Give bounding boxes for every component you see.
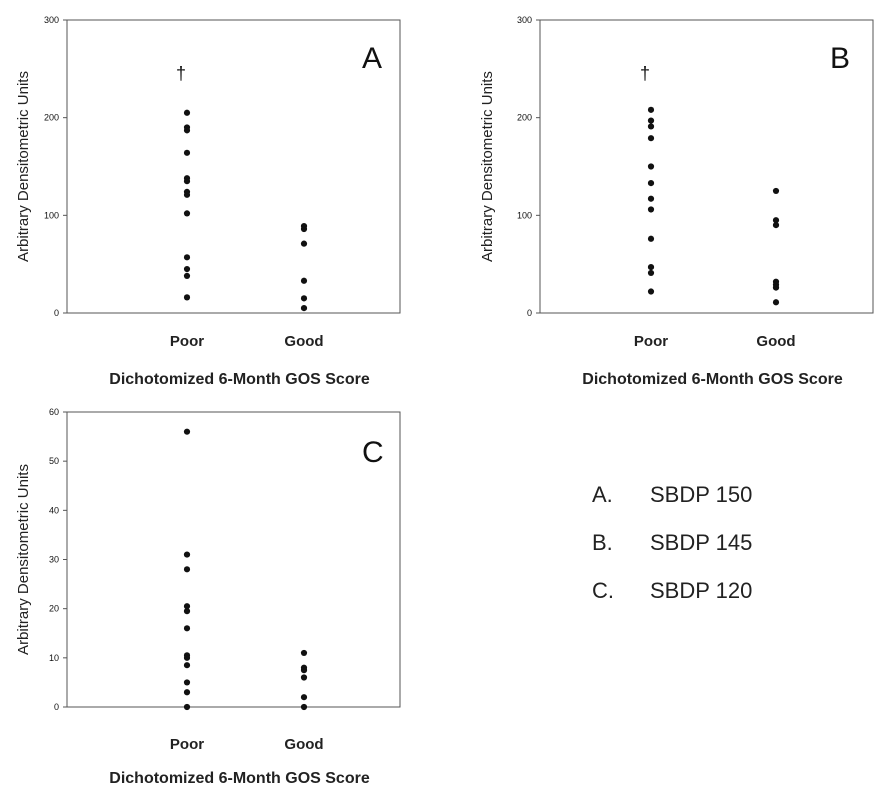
data-point-good — [772, 284, 780, 291]
data-point-poor — [647, 206, 655, 213]
y-tick-label: 20 — [49, 604, 59, 614]
data-point-poor — [647, 269, 655, 277]
y-tick-label: 200 — [517, 113, 532, 123]
data-point-good — [772, 187, 780, 195]
data-point-poor — [183, 662, 191, 669]
data-point-good — [300, 277, 308, 284]
data-point-poor — [183, 254, 191, 261]
data-point-poor — [183, 265, 191, 273]
data-point-good — [772, 222, 780, 229]
data-point-poor — [183, 127, 191, 134]
data-point-poor — [647, 106, 655, 113]
y-tick-label: 100 — [44, 210, 59, 220]
data-point-poor — [183, 703, 191, 711]
data-point-good — [300, 703, 308, 711]
plot-frame — [66, 411, 401, 708]
data-point-poor — [183, 566, 191, 573]
data-point-good — [300, 694, 308, 701]
data-point-poor — [647, 235, 655, 242]
data-point-poor — [183, 689, 191, 696]
y-tick-label: 0 — [54, 702, 59, 712]
data-point-poor — [183, 428, 191, 435]
data-point-poor — [183, 149, 191, 156]
data-point-poor — [647, 117, 655, 124]
legend-letter-b: B. — [592, 530, 613, 555]
data-point-good — [300, 674, 308, 681]
panel-a: 0 100 200 300 Arbitrary Densitometric Units P… — [15, 15, 401, 388]
y-axis-label: Arbitrary Densitometric Units — [15, 464, 32, 655]
data-point-poor — [647, 288, 655, 295]
x-axis-label: Dichotomized 6-Month GOS Score — [109, 770, 370, 787]
legend-label-a: SBDP 150 — [650, 482, 752, 507]
panel-letter: A — [362, 42, 382, 75]
panel-letter: B — [830, 42, 850, 75]
x-axis-label: Dichotomized 6-Month GOS Score — [109, 371, 370, 388]
significance-dagger: † — [176, 64, 186, 84]
data-point-poor — [183, 551, 191, 558]
data-point-poor — [183, 294, 191, 301]
y-tick-label: 40 — [49, 505, 59, 515]
data-point-poor — [183, 210, 191, 217]
category-label: Good — [284, 333, 323, 350]
legend-label-b: SBDP 145 — [650, 530, 752, 555]
category-label: Poor — [634, 333, 668, 350]
data-point-poor — [183, 109, 191, 116]
data-point-good — [300, 225, 308, 233]
category-label: Poor — [170, 736, 204, 753]
data-point-good — [300, 305, 308, 312]
plot-frame — [66, 19, 401, 314]
legend-letter-a: A. — [592, 482, 613, 507]
data-point-poor — [183, 272, 191, 279]
data-point-poor — [647, 263, 655, 271]
data-point-poor — [183, 608, 191, 615]
data-point-good — [772, 217, 780, 224]
category-label: Good — [756, 333, 795, 350]
data-point-poor — [647, 195, 655, 202]
y-tick-label: 10 — [49, 653, 59, 663]
y-tick-label: 0 — [54, 308, 59, 318]
y-tick-label: 100 — [517, 210, 532, 220]
data-point-good — [300, 649, 308, 657]
data-point-poor — [183, 178, 191, 185]
data-point-poor — [647, 135, 655, 142]
data-point-poor — [183, 654, 191, 661]
data-point-good — [300, 240, 308, 247]
legend-label-c: SBDP 120 — [650, 578, 752, 603]
y-tick-label: 30 — [49, 555, 59, 565]
data-point-poor — [647, 163, 655, 170]
data-point-good — [772, 299, 780, 306]
data-point-poor — [183, 191, 191, 198]
data-point-poor — [183, 625, 191, 632]
y-tick-label: 200 — [44, 113, 59, 123]
category-label: Good — [284, 736, 323, 753]
data-point-good — [300, 667, 308, 674]
data-point-poor — [183, 679, 191, 686]
data-point-poor — [647, 180, 655, 187]
x-axis-label: Dichotomized 6-Month GOS Score — [582, 371, 843, 388]
data-point-poor — [183, 603, 191, 610]
y-tick-label: 300 — [44, 15, 59, 25]
y-axis-label: Arbitrary Densitometric Units — [479, 71, 496, 262]
panel-b: 0 100 200 300 Arbitrary Densitometric Units P… — [479, 15, 874, 388]
plot-frame — [539, 19, 874, 314]
data-point-poor — [647, 123, 655, 130]
y-tick-label: 300 — [517, 15, 532, 25]
y-tick-label: 50 — [49, 456, 59, 466]
category-label: Poor — [170, 333, 204, 350]
panel-letter: C — [362, 436, 384, 469]
legend-letter-c: C. — [592, 578, 614, 603]
data-point-good — [300, 295, 308, 302]
y-tick-label: 0 — [527, 308, 532, 318]
y-tick-label: 60 — [49, 407, 59, 417]
y-axis-label: Arbitrary Densitometric Units — [15, 71, 32, 262]
panel-c: 0 10 20 30 40 50 60 Arbitrary Densitometric Uni… — [15, 407, 401, 787]
significance-dagger: † — [640, 64, 650, 84]
legend: A. SBDP 150 B. SBDP 145 C. SBDP 120 — [592, 482, 752, 603]
